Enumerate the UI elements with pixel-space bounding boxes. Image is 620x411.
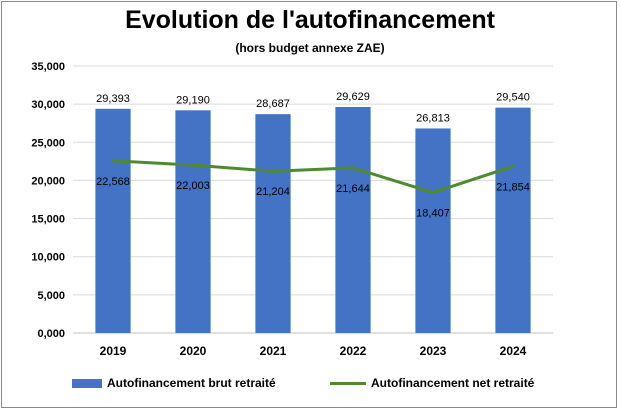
y-tick-label: 30,000	[31, 99, 65, 111]
line-value-label: 21,854	[496, 181, 530, 193]
net-series-point	[511, 164, 515, 168]
chart-subtitle: (hors budget annexe ZAE)	[235, 41, 385, 55]
y-tick-label: 10,000	[31, 252, 65, 264]
y-tick-label: 0,000	[37, 328, 65, 340]
legend-line-label: Autofinancement net retraité	[371, 376, 535, 390]
bar-value-label: 29,629	[336, 91, 370, 103]
legend-bar-label: Autofinancement brut retraité	[107, 376, 276, 390]
line-value-label: 21,644	[336, 183, 370, 195]
x-tick-label: 2021	[260, 344, 287, 358]
legend-item-bar: Autofinancement brut retraité	[72, 376, 276, 390]
bar	[95, 108, 131, 333]
legend: Autofinancement brut retraité Autofinanc…	[0, 376, 620, 396]
net-series-line	[112, 159, 514, 195]
bar	[415, 128, 451, 333]
x-tick-label: 2019	[100, 344, 127, 358]
bar-value-label: 26,813	[416, 112, 450, 124]
x-tick-label: 2023	[420, 344, 447, 358]
bar-value-label: 29,190	[176, 94, 210, 106]
y-tick-label: 5,000	[37, 290, 65, 302]
bar	[175, 110, 211, 334]
legend-line-swatch	[330, 381, 366, 385]
y-tick-label: 15,000	[31, 214, 65, 226]
y-tick-label: 20,000	[31, 175, 65, 187]
bar	[495, 107, 531, 333]
line-value-label: 22,003	[176, 180, 210, 192]
net-series-point	[271, 169, 275, 173]
legend-bar-swatch	[72, 378, 102, 388]
x-tick-label: 2024	[500, 344, 527, 358]
line-value-label: 18,407	[416, 208, 450, 220]
line-value-label: 21,204	[256, 186, 290, 198]
bar	[255, 114, 291, 333]
line-value-label: 22,568	[96, 176, 130, 188]
net-series-point	[351, 166, 355, 170]
chart-title: Evolution de l'autofinancement	[125, 6, 495, 34]
bar-value-label: 28,687	[256, 98, 290, 110]
bar-value-label: 29,540	[496, 92, 530, 104]
bar	[335, 106, 371, 334]
net-series-point	[191, 163, 195, 167]
net-series-point	[431, 191, 435, 195]
legend-item-line: Autofinancement net retraité	[330, 376, 534, 390]
x-tick-label: 2020	[180, 344, 207, 358]
net-series-point	[111, 159, 115, 163]
y-tick-label: 35,000	[31, 61, 65, 73]
x-tick-label: 2022	[340, 344, 367, 358]
y-tick-label: 25,000	[31, 137, 65, 149]
bar-value-label: 29,393	[96, 93, 130, 105]
